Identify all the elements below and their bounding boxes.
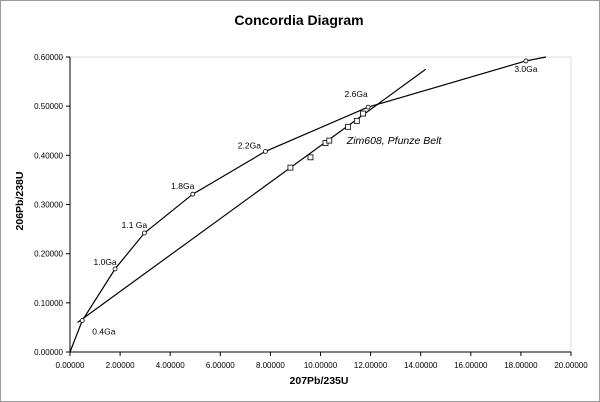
y-tick-label: 0.30000 — [34, 201, 63, 210]
concordia-age-marker — [262, 148, 268, 154]
x-tick-label: 12.00000 — [354, 361, 388, 370]
y-tick-label: 0.40000 — [34, 151, 63, 160]
y-tick-label: 0.20000 — [34, 250, 63, 259]
concordia-age-marker — [79, 318, 85, 323]
concordia-age-marker — [141, 230, 147, 236]
x-tick-label: 6.00000 — [206, 361, 235, 370]
sample-point — [353, 118, 360, 124]
chart-title: Concordia Diagram — [234, 12, 363, 28]
concordia-age-marker — [365, 104, 371, 110]
concordia-age-marker — [190, 191, 196, 197]
y-tick-label: 0.00000 — [34, 348, 63, 357]
concordia-age-label: 1.1 Ga — [122, 220, 148, 230]
x-tick-label: 10.00000 — [304, 361, 338, 370]
y-tick-label: 0.10000 — [34, 299, 63, 308]
x-axis-label: 207Pb/235U — [290, 375, 349, 387]
x-tick-label: 18.00000 — [504, 361, 538, 370]
concordia-age-marker — [112, 266, 118, 272]
x-tick-label: 8.00000 — [256, 361, 285, 370]
plot-area — [69, 56, 572, 353]
concordia-age-label: 2.6Ga — [345, 89, 368, 99]
concordia-age-label: 2.2Ga — [238, 140, 261, 150]
x-tick-label: 2.00000 — [106, 361, 135, 370]
series-label: Zim608, Pfunze Belt — [346, 135, 443, 147]
sample-point — [360, 110, 366, 117]
sample-point — [287, 164, 294, 171]
x-tick-label: 14.00000 — [404, 361, 438, 370]
x-tick-label: 4.00000 — [156, 361, 185, 370]
concordia-age-label: 0.4Ga — [92, 327, 115, 337]
x-tick-label: 16.00000 — [454, 361, 488, 370]
sample-point — [326, 137, 333, 144]
y-tick-label: 0.60000 — [34, 53, 63, 62]
x-tick-label: 20.00000 — [554, 361, 588, 370]
concordia-curve — [69, 56, 547, 353]
sample-point — [307, 154, 314, 161]
discordia-line — [77, 68, 427, 323]
concordia-age-label: 1.0Ga — [94, 257, 117, 267]
x-tick-label: 0.00000 — [56, 361, 85, 370]
y-axis-label: 206Pb/238U — [14, 172, 26, 231]
concordia-age-marker — [523, 58, 529, 64]
concordia-age-label: 3.0Ga — [514, 64, 537, 74]
concordia-age-label: 1.8Ga — [171, 181, 194, 191]
sample-point — [345, 123, 351, 130]
y-tick-label: 0.50000 — [34, 102, 63, 111]
